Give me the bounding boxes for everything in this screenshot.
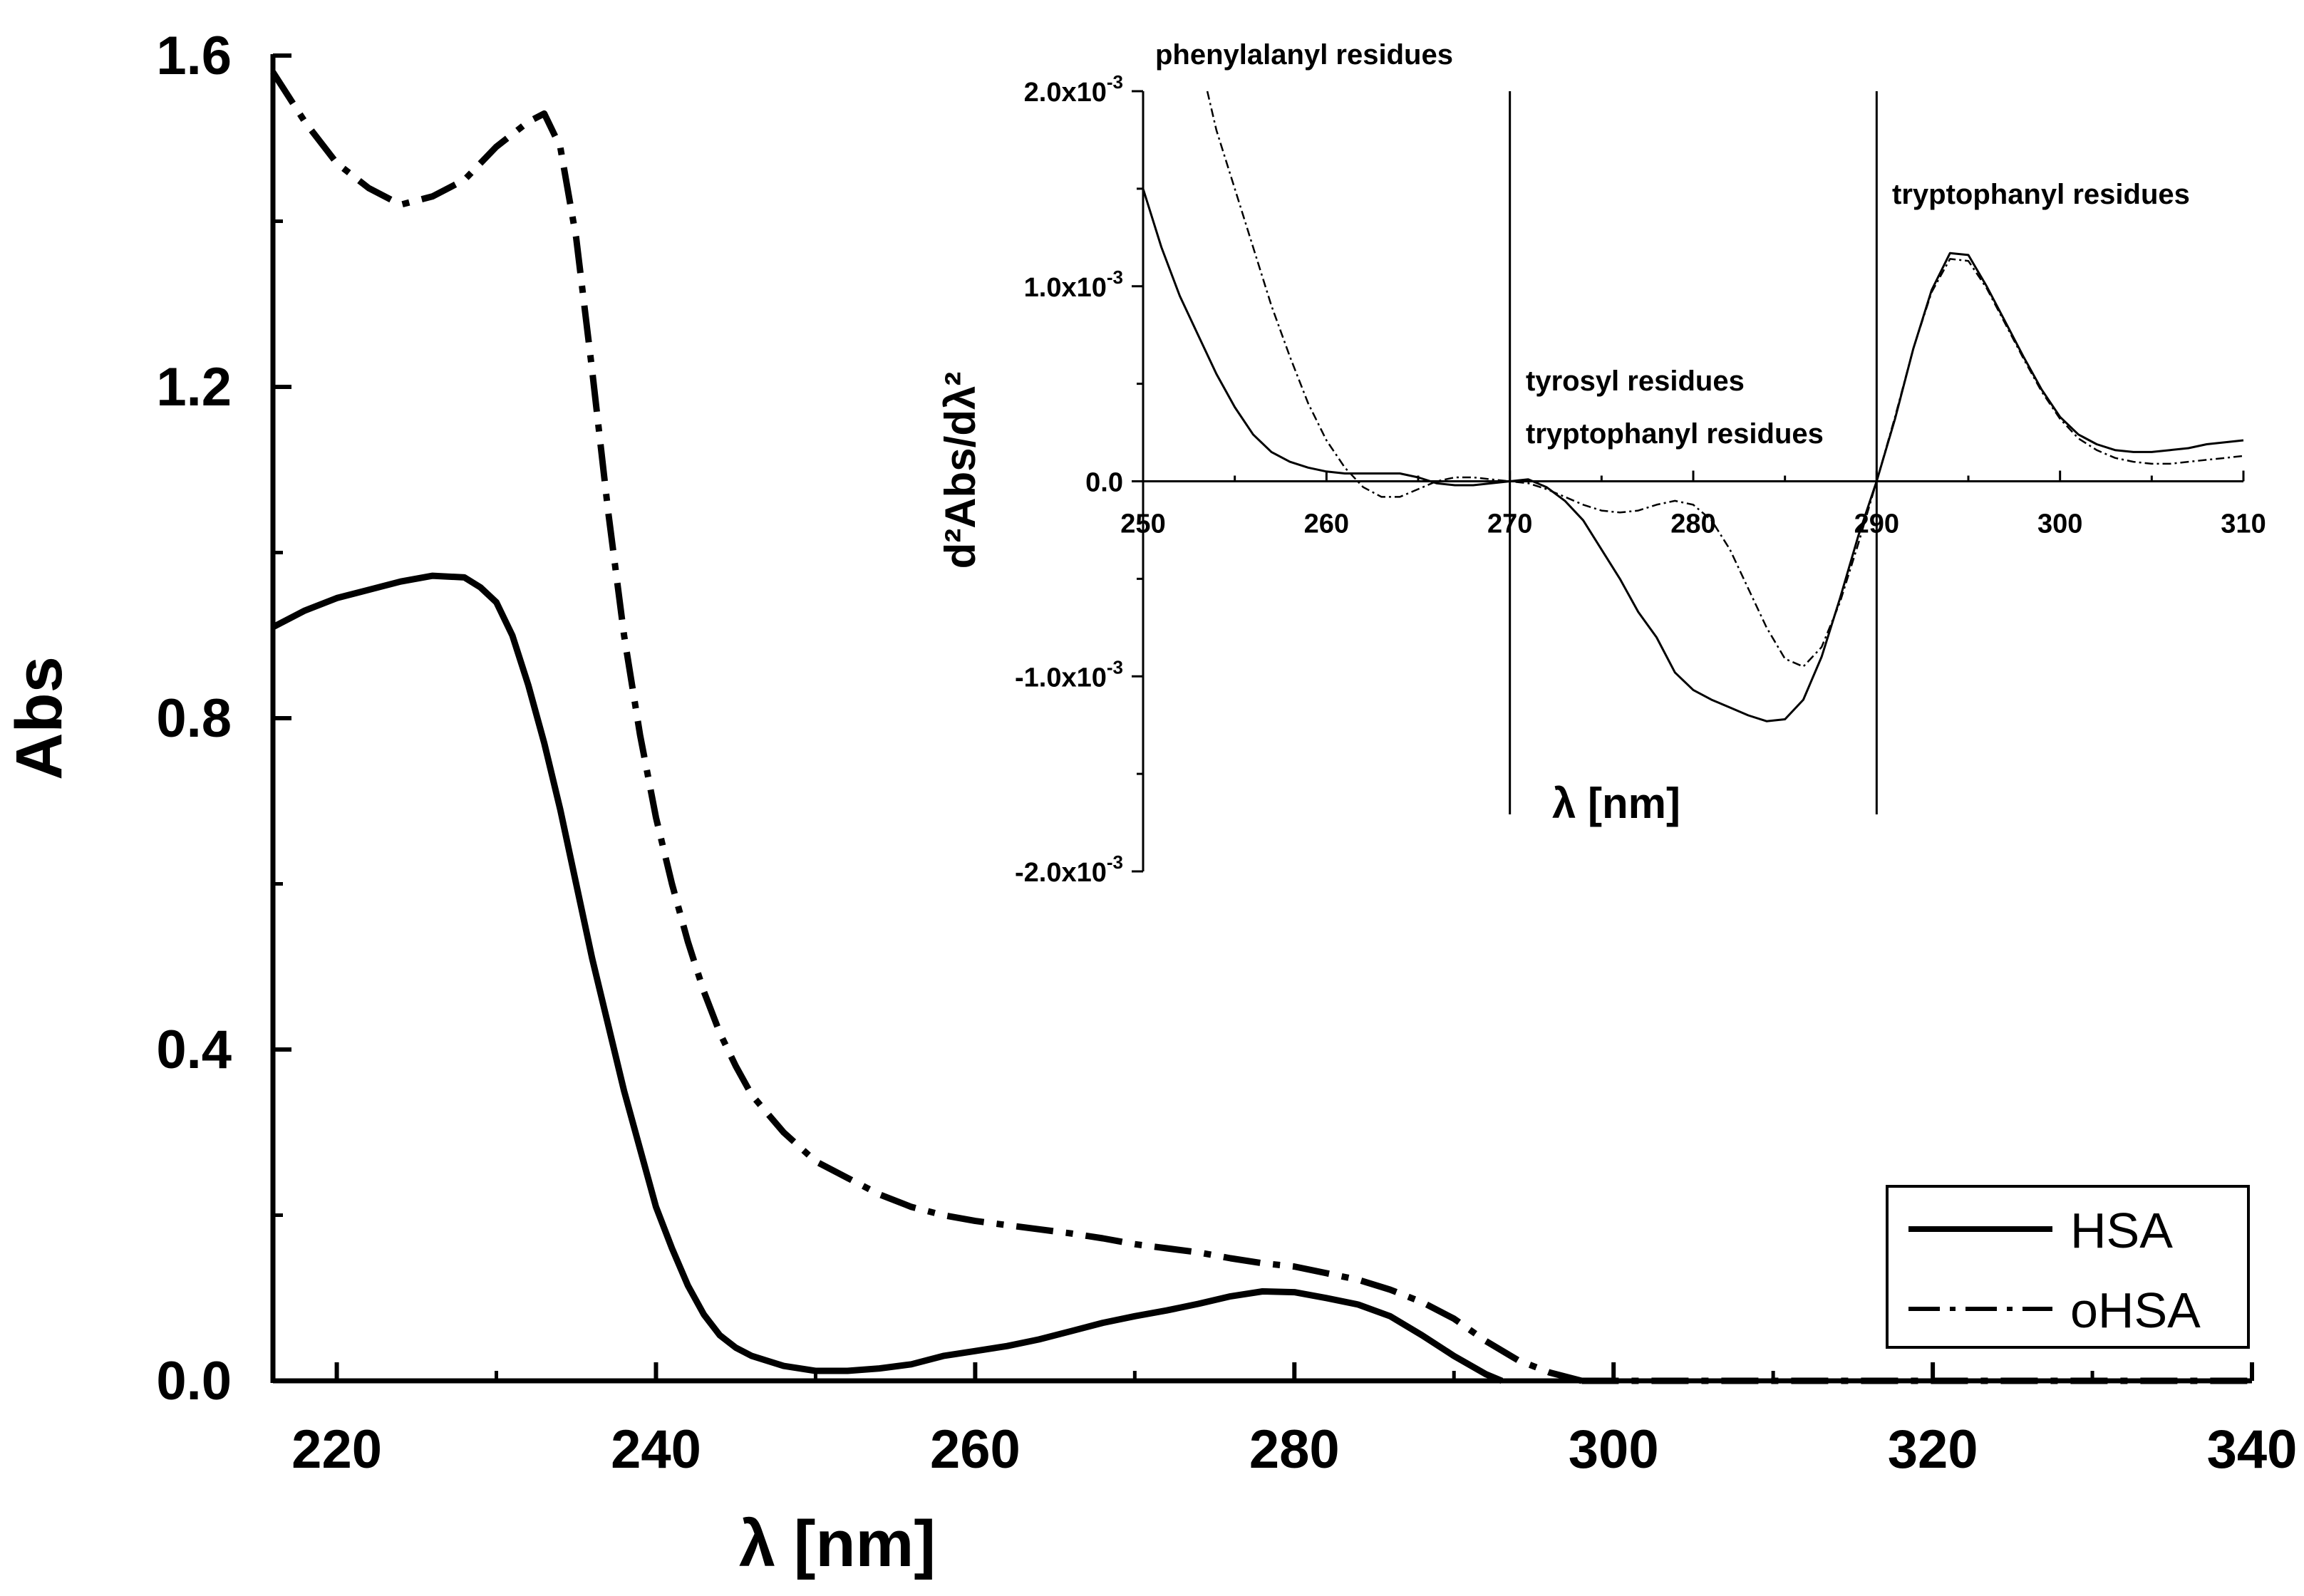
inset-y-axis-title: d²Abs/dλ²	[936, 372, 984, 569]
inset-series-line-ohsa	[1206, 90, 2244, 668]
main-x-tick-label: 260	[930, 1419, 1021, 1480]
inset-y-tick-label: 0.0	[1085, 468, 1123, 498]
legend-box	[1886, 1185, 2250, 1349]
main-x-tick-label: 320	[1888, 1419, 1978, 1480]
main-y-tick-label: 1.2	[156, 357, 232, 418]
inset-y-tick-label: 2.0x10-3	[1024, 71, 1123, 108]
main-x-tick-label: 220	[291, 1419, 382, 1480]
inset-annotation: tryptophanyl residues	[1526, 418, 1824, 450]
main-series-line-hsa	[271, 572, 1504, 1384]
inset-y-tick-label: -1.0x10-3	[1015, 656, 1123, 693]
legend-label: HSA	[2070, 1203, 2173, 1258]
inset-series-line-hsa	[1142, 188, 2244, 722]
inset-x-tick-label: 280	[1670, 509, 1715, 539]
main-series-group	[270, 70, 2252, 1384]
main-axes: 220 240 260 280 300 320 340 0.0 0.4 0.8 1.2 1.6 λ [n…	[3, 26, 2297, 1580]
inset-annotation: tryptophanyl residues	[1892, 179, 2190, 210]
inset-y-tick-label: 1.0x10-3	[1024, 266, 1123, 303]
main-y-axis-title: Abs	[3, 656, 76, 780]
main-y-tick-label: 0.4	[156, 1020, 232, 1080]
legend-label: oHSA	[2070, 1282, 2201, 1338]
inset-annotation: phenylalanyl residues	[1155, 39, 1453, 71]
inset-x-axis-title: λ [nm]	[1552, 779, 1680, 827]
inset-chart: 250 260 270 280 290 300 310-2.0x10-3-1.0x10-30…	[936, 39, 2266, 888]
main-x-tick-label: 280	[1249, 1419, 1340, 1480]
inset-x-tick-label: 250	[1120, 509, 1165, 539]
main-x-axis-title: λ [nm]	[739, 1508, 936, 1580]
main-x-tick-label: 300	[1569, 1419, 1659, 1480]
inset-x-tick-label: 310	[2221, 509, 2266, 539]
main-series-line-ohsa	[270, 70, 1583, 1384]
inset-y-tick-label: -2.0x10-3	[1015, 851, 1123, 888]
inset-x-tick-label: 300	[2037, 509, 2082, 539]
legend: HSA oHSA	[1886, 1185, 2250, 1349]
main-y-tick-label: 0.8	[156, 688, 232, 749]
inset-annotation: tyrosyl residues	[1526, 366, 1745, 397]
main-y-tick-label: 1.6	[156, 26, 232, 86]
inset-x-tick-label: 260	[1304, 509, 1349, 539]
main-x-tick-label: 340	[2207, 1419, 2298, 1480]
main-x-tick-label: 240	[611, 1419, 701, 1480]
main-y-tick-label: 0.0	[156, 1351, 232, 1411]
